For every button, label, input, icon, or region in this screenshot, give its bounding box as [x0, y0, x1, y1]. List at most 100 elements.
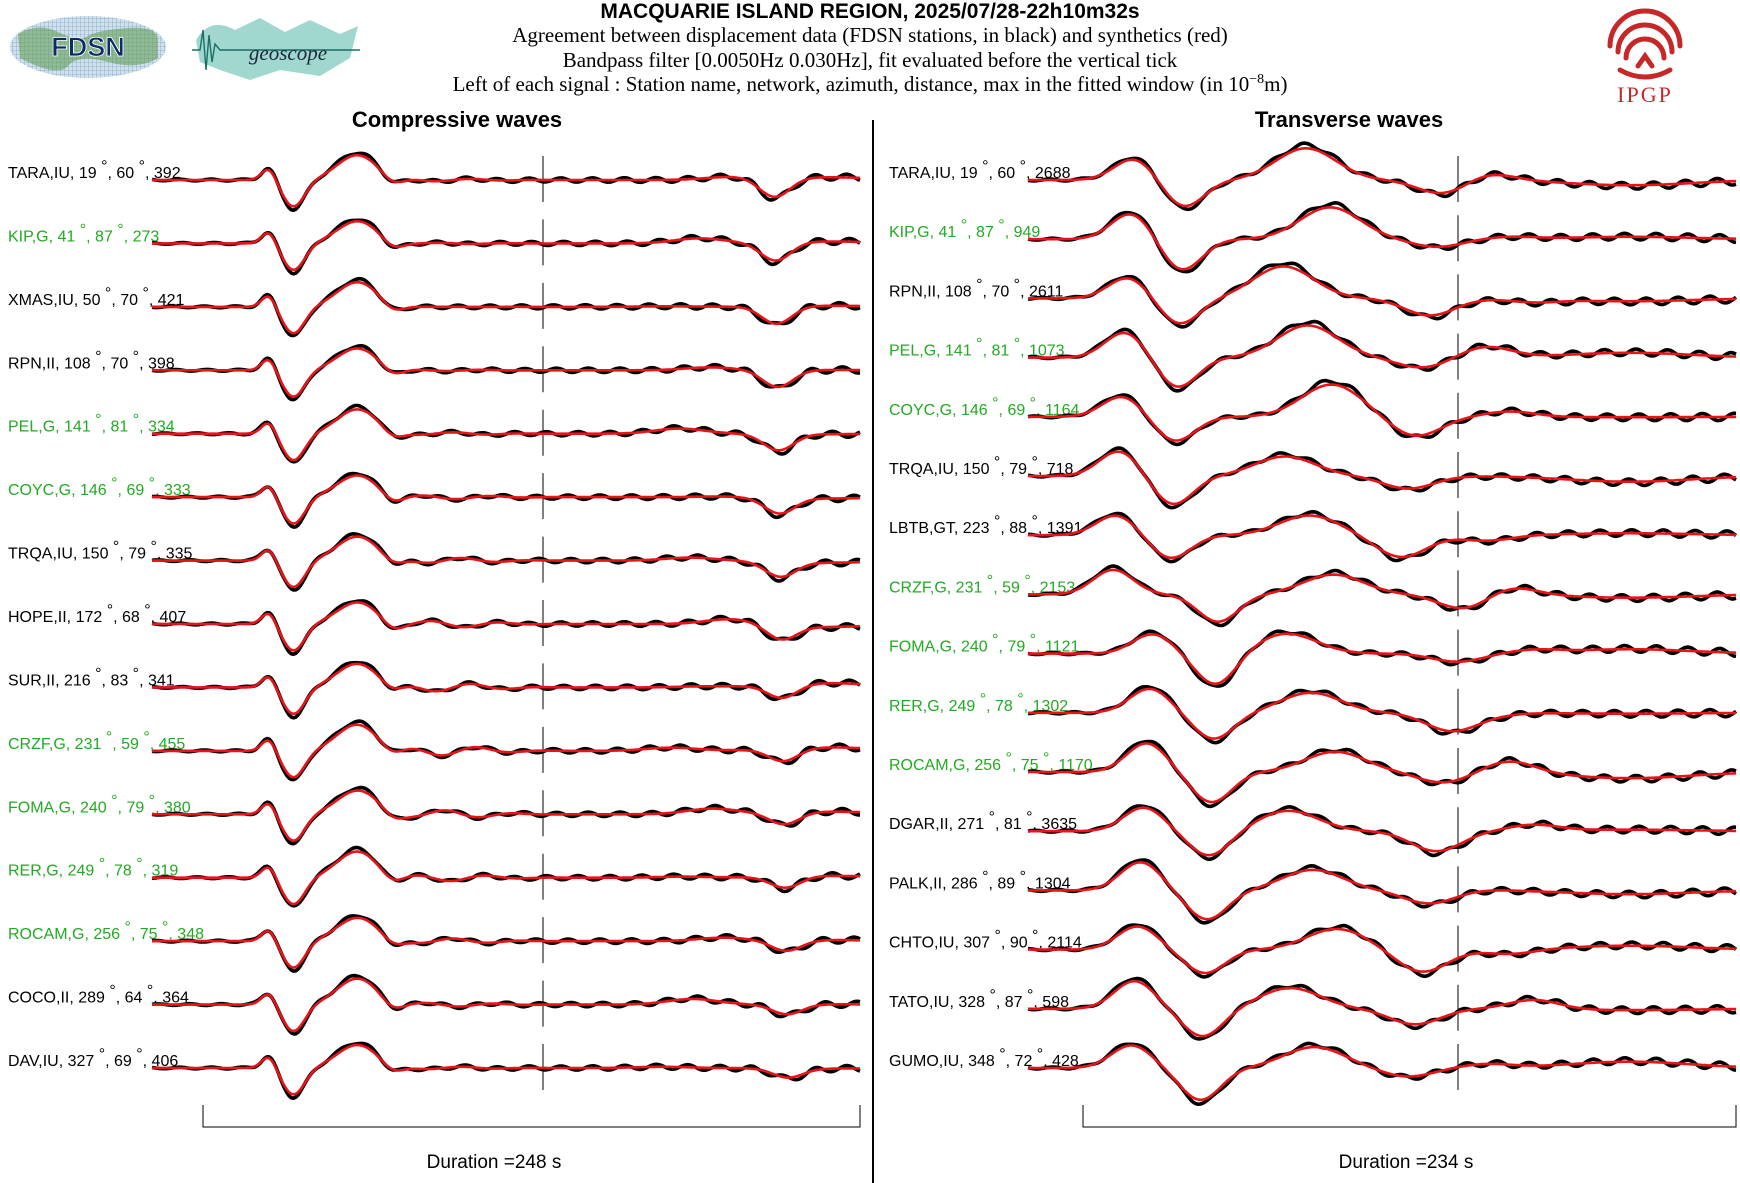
- synthetic-trace: [152, 1043, 860, 1096]
- trace-crzf-g: CRZF,G, 231 °, 59 °, 455: [8, 719, 861, 782]
- degree-sign: °: [1025, 632, 1036, 649]
- degree-sign: °: [1039, 750, 1050, 767]
- station-max: , 949: [1005, 224, 1041, 241]
- synthetic-trace: [1028, 324, 1737, 388]
- station-label: TRQA,IU, 150 °, 79 °, 718: [889, 454, 1074, 478]
- degree-sign: °: [1015, 158, 1026, 175]
- station-label: FOMA,G, 240 °, 79 °, 380: [8, 792, 191, 816]
- observed-trace: [1027, 1041, 1737, 1106]
- observed-trace: [151, 599, 861, 656]
- trace-foma-g: FOMA,G, 240 °, 79 °, 1121: [889, 629, 1737, 688]
- station-distance: , 59: [112, 736, 139, 753]
- degree-sign: °: [139, 729, 150, 746]
- station-distance: , 79: [1000, 461, 1027, 478]
- degree-sign: °: [1023, 987, 1034, 1004]
- station-max: , 392: [145, 165, 181, 182]
- trace-rocam-g: ROCAM,G, 256 °, 75 °, 348: [8, 914, 861, 973]
- degree-sign: °: [972, 336, 983, 353]
- trace-tara-iu: TARA,IU, 19 °, 60 °, 2688: [889, 141, 1737, 212]
- station-distance: , 70: [102, 355, 129, 372]
- trace-rpn-ii: RPN,II, 108 °, 70 °, 2611: [889, 261, 1738, 329]
- station-azimuth: CHTO,IU, 307: [889, 935, 990, 952]
- observed-trace: [1027, 629, 1737, 688]
- station-label: PALK,II, 286 °, 89 °, 1304: [889, 868, 1071, 892]
- degree-sign: °: [1001, 750, 1012, 767]
- station-max: , 273: [124, 228, 160, 245]
- compressive-duration-bar: [202, 1105, 861, 1128]
- trace-kip-g: KIP,G, 41 °, 87 °, 949: [889, 201, 1737, 274]
- station-max: , 406: [143, 1053, 179, 1070]
- trace-pel-g: PEL,G, 141 °, 81 °, 334: [8, 403, 861, 464]
- degree-sign: °: [91, 412, 102, 429]
- station-distance: , 78: [105, 863, 132, 880]
- trace-trqa-iu: TRQA,IU, 150 °, 79 °, 335: [8, 532, 861, 592]
- degree-sign: °: [91, 348, 102, 365]
- degree-sign: °: [144, 792, 155, 809]
- synthetic-trace: [152, 347, 860, 398]
- synthetic-trace: [1028, 687, 1736, 740]
- compressive-panel-title: Compressive waves: [352, 107, 562, 132]
- station-distance: , 69: [999, 402, 1026, 419]
- observed-trace: [1027, 510, 1738, 564]
- station-distance: , 68: [113, 609, 140, 626]
- station-label: COYC,G, 146 °, 69 °, 333: [8, 475, 191, 499]
- degree-sign: °: [984, 809, 995, 826]
- trace-dgar-ii: DGAR,II, 271 °, 81 °, 3635: [889, 804, 1737, 862]
- observed-trace: [151, 218, 861, 276]
- trace-xmas-iu: XMAS,IU, 50 °, 70 °, 421: [8, 276, 861, 338]
- trace-rpn-ii: RPN,II, 108 °, 70 °, 398: [8, 344, 861, 402]
- station-distance: , 70: [111, 292, 138, 309]
- station-label: PEL,G, 141 °, 81 °, 334: [8, 412, 175, 436]
- degree-sign: °: [978, 158, 989, 175]
- trace-dav-iu: DAV,IU, 327 °, 69 °, 406: [8, 1041, 861, 1100]
- trace-coyc-g: COYC,G, 146 °, 69 °, 1164: [889, 378, 1737, 447]
- station-max: , 1302: [1024, 698, 1069, 715]
- synthetic-trace: [1028, 632, 1737, 685]
- station-azimuth: RPN,II, 108: [889, 283, 972, 300]
- ipgp-logo-text: IPGP: [1617, 82, 1673, 107]
- degree-sign: °: [94, 856, 105, 873]
- station-azimuth: PALK,II, 286: [889, 875, 978, 892]
- station-azimuth: DAV,IU, 327: [8, 1053, 94, 1070]
- figure-title: MACQUARIE ISLAND REGION, 2025/07/28-22h1…: [600, 0, 1140, 23]
- station-distance: , 64: [116, 990, 143, 1007]
- trace-chto-iu: CHTO,IU, 307 °, 90 °, 2114: [889, 923, 1738, 979]
- station-label: KIP,G, 41 °, 87 °, 949: [889, 217, 1040, 241]
- subtitle-line-3-suffix: m): [1264, 72, 1288, 96]
- station-azimuth: RER,G, 249: [8, 863, 94, 880]
- station-azimuth: ROCAM,G, 256: [8, 926, 120, 943]
- observed-trace: [151, 344, 861, 402]
- degree-sign: °: [989, 454, 1000, 471]
- station-azimuth: COYC,G, 146: [889, 402, 988, 419]
- degree-sign: °: [94, 1046, 105, 1063]
- station-label: RER,G, 249 °, 78 °, 1302: [889, 691, 1068, 715]
- station-azimuth: CRZF,G, 231: [889, 579, 982, 596]
- trace-pel-g: PEL,G, 141 °, 81 °, 1073: [889, 319, 1737, 393]
- station-distance: , 79: [119, 546, 146, 563]
- station-distance: , 81: [983, 343, 1010, 360]
- observed-trace: [1027, 261, 1738, 329]
- station-label: TATO,IU, 328 °, 87 °, 598: [889, 987, 1069, 1011]
- station-azimuth: DGAR,II, 271: [889, 816, 984, 833]
- degree-sign: °: [1015, 868, 1026, 885]
- synthetic-trace: [152, 153, 861, 208]
- trace-sur-ii: SUR,II, 216 °, 83 °, 341: [8, 660, 861, 720]
- degree-sign: °: [988, 395, 999, 412]
- synthetic-trace: [1028, 383, 1736, 442]
- synthetic-trace: [152, 280, 861, 335]
- transverse-duration-label: Duration =234 s: [1339, 1152, 1474, 1173]
- station-azimuth: GUMO,IU, 348: [889, 1053, 995, 1070]
- observed-trace: [151, 719, 861, 782]
- synthetic-trace: [1028, 568, 1736, 623]
- station-azimuth: PEL,G, 141: [8, 419, 91, 436]
- station-distance: , 87: [86, 228, 113, 245]
- trace-hope-ii: HOPE,II, 172 °, 68 °, 407: [8, 599, 861, 656]
- observed-trace: [151, 914, 861, 973]
- station-distance: , 70: [983, 283, 1010, 300]
- trace-tara-iu: TARA,IU, 19 °, 60 °, 392: [8, 151, 861, 212]
- station-azimuth: TRQA,IU, 150: [889, 461, 990, 478]
- degree-sign: °: [132, 856, 143, 873]
- degree-sign: °: [105, 983, 116, 1000]
- degree-sign: °: [985, 987, 996, 1004]
- station-label: PEL,G, 141 °, 81 °, 1073: [889, 336, 1065, 360]
